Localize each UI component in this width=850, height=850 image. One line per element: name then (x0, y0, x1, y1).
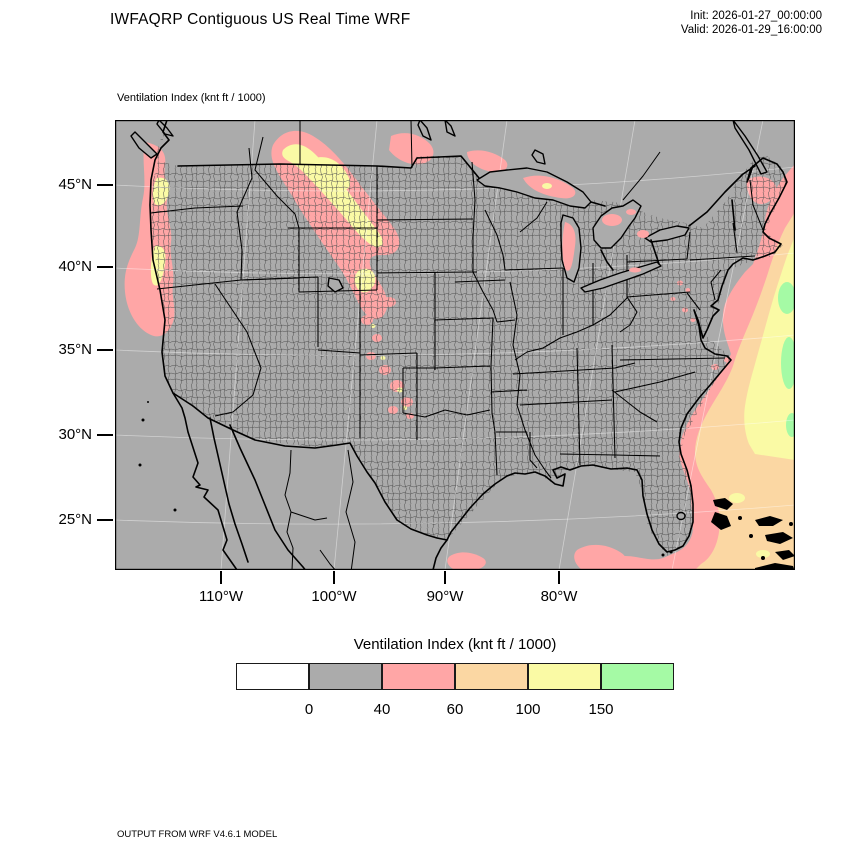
legend-tick-1: 40 (373, 701, 391, 718)
legend-bin-3 (455, 663, 528, 690)
lake-shading (523, 175, 649, 273)
lat-tick-mark-0 (97, 184, 113, 186)
lat-tick-mark-4 (97, 519, 113, 521)
lon-tick-label-2: 90°W (426, 588, 464, 605)
lat-tick-label-2: 35°N (58, 341, 92, 358)
lat-tick-label-3: 30°N (58, 426, 92, 443)
legend-title: Ventilation Index (knt ft / 1000) (353, 636, 557, 653)
legend-tick-2: 60 (446, 701, 464, 718)
lon-tick-label-1: 100°W (311, 588, 357, 605)
lon-tick-mark-0 (220, 571, 222, 584)
lat-tick-label-0: 45°N (58, 176, 92, 193)
legend-bin-1 (309, 663, 382, 690)
legend-tick-3: 100 (515, 701, 541, 718)
conus-map (114, 119, 798, 573)
legend-bin-5 (601, 663, 674, 690)
legend-tick-4: 150 (588, 701, 614, 718)
state-boundaries (150, 136, 764, 479)
lat-tick-mark-1 (97, 266, 113, 268)
lat-tick-label-1: 40°N (58, 258, 92, 275)
lon-tick-mark-2 (444, 571, 446, 584)
coastlines (149, 119, 788, 573)
map-canvas (114, 119, 798, 573)
islands (138, 401, 795, 572)
valid-time: Valid: 2026-01-29_16:00:00 (680, 24, 822, 36)
legend-bin-4 (528, 663, 601, 690)
model-caption: OUTPUT FROM WRF V4.6.1 MODEL WE = 580 ; … (117, 801, 491, 850)
legend-bin-0 (236, 663, 309, 690)
lon-tick-mark-3 (558, 571, 560, 584)
legend-bin-2 (382, 663, 455, 690)
lat-tick-label-4: 25°N (58, 511, 92, 528)
caption-line-1: OUTPUT FROM WRF V4.6.1 MODEL (117, 829, 278, 840)
lon-tick-mark-1 (333, 571, 335, 584)
lon-tick-label-0: 110°W (198, 588, 244, 605)
page-title: IWFAQRP Contiguous US Real Time WRF (110, 11, 411, 28)
lat-tick-mark-3 (97, 434, 113, 436)
legend-tick-0: 0 (304, 701, 314, 718)
foreign-boundaries (284, 119, 661, 573)
lon-tick-label-3: 80°W (540, 588, 578, 605)
init-time: Init: 2026-01-27_00:00:00 (690, 10, 822, 22)
run-times: Init: 2026-01-27_00:00:00 Valid: 2026-01… (681, 9, 822, 37)
map-frame (115, 120, 795, 570)
field-label: Ventilation Index (knt ft / 1000) (117, 92, 266, 104)
graticule (114, 119, 796, 571)
lat-tick-mark-2 (97, 349, 113, 351)
